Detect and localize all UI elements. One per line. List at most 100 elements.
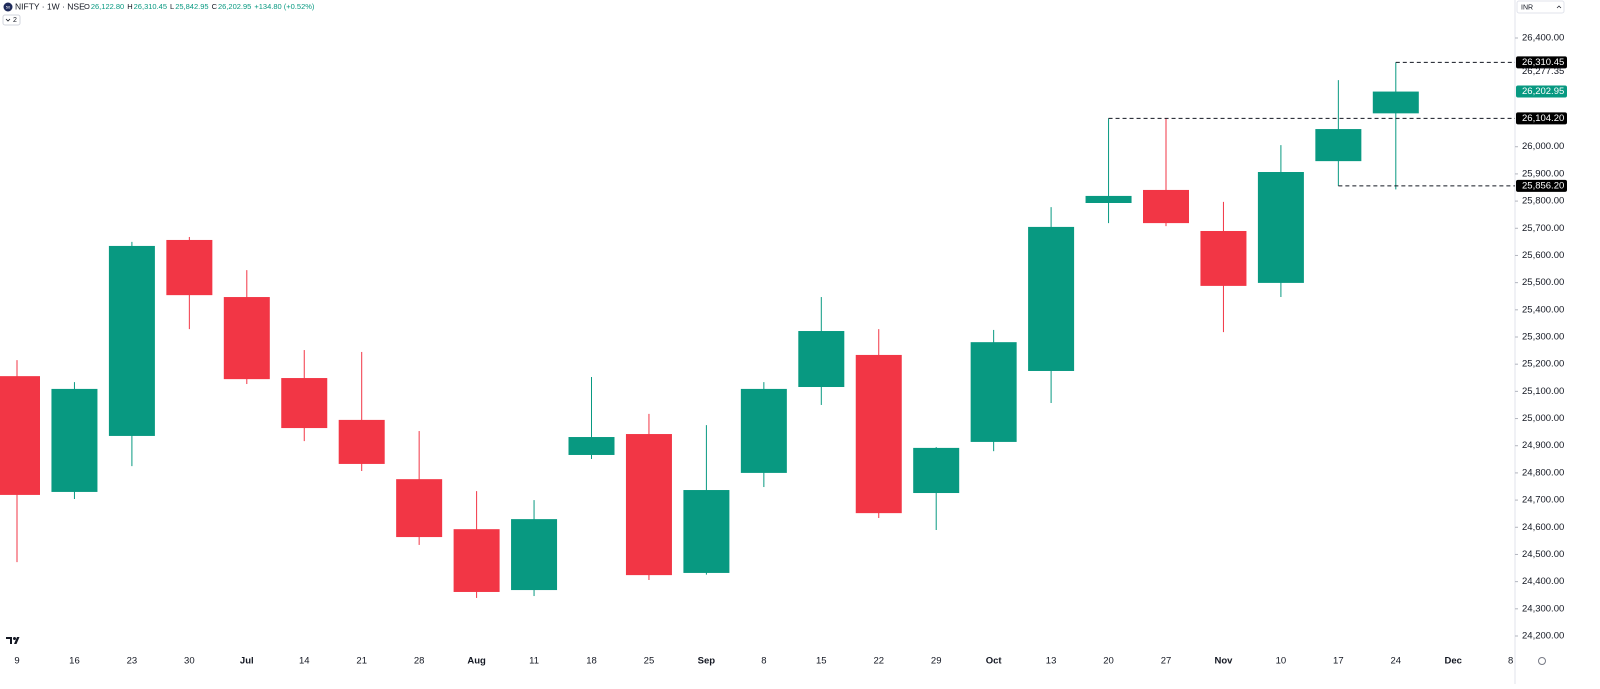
- x-tick-label: 8: [761, 656, 766, 667]
- candle-up: [108, 245, 155, 436]
- x-tick-label: 10: [1276, 656, 1287, 667]
- x-tick-label: 14: [299, 656, 310, 667]
- x-tick-label: 20: [1103, 656, 1114, 667]
- symbol[interactable]: NIFTY · 1W · NSE: [15, 1, 85, 11]
- candle-up: [511, 519, 558, 591]
- y-tick-label: 25,900.00: [1522, 168, 1564, 179]
- y-tick-label: 25,100.00: [1522, 386, 1564, 397]
- candle-up: [798, 331, 845, 388]
- x-tick-label: 8: [1508, 656, 1513, 667]
- candle-up: [913, 447, 960, 494]
- logo[interactable]: [6, 637, 20, 644]
- x-tick-label: 11: [529, 656, 539, 667]
- candle-up: [1085, 195, 1132, 203]
- price-label-bg: [1516, 56, 1567, 69]
- header: 50 NIFTY · 1W · NSE 2 INR: [2, 0, 1565, 26]
- candle-down: [396, 479, 443, 538]
- y-tick-label: 24,300.00: [1522, 603, 1564, 614]
- ohlc-key: O: [84, 2, 90, 11]
- candle-up: [1315, 129, 1362, 162]
- symbol-badge: 50: [6, 5, 11, 10]
- x-tick-label: 17: [1333, 656, 1344, 667]
- logo-dot: [13, 637, 16, 640]
- x-tick-label: 15: [816, 656, 827, 667]
- candle-up: [970, 342, 1017, 442]
- x-tick-label: 29: [931, 656, 942, 667]
- ohlc-value: 26,122.80: [91, 2, 124, 11]
- price-label-bg: [1516, 85, 1567, 98]
- x-tick-label: 27: [1161, 656, 1172, 667]
- x-tick-label: Oct: [986, 656, 1003, 667]
- y-tick-label: 25,800.00: [1522, 196, 1564, 207]
- symbol-icon: [3, 2, 13, 12]
- y-tick-label: 24,400.00: [1522, 576, 1564, 587]
- y-tick-label: 26,000.00: [1522, 141, 1564, 152]
- y-tick-label: 24,900.00: [1522, 440, 1564, 451]
- candle-down: [453, 529, 500, 592]
- chevron: [1556, 5, 1562, 9]
- currency-button[interactable]: [1516, 0, 1565, 14]
- candle-down: [1143, 189, 1189, 224]
- x-tick-label: Jul: [240, 656, 254, 667]
- x-tick-label: Nov: [1214, 656, 1233, 667]
- currency: INR: [1521, 4, 1533, 11]
- ohlc-value: 26,202.95: [218, 2, 251, 11]
- price-label: 26,277.35: [1522, 66, 1564, 77]
- candle-up: [568, 437, 615, 455]
- price-label-bg: [1516, 179, 1567, 192]
- ohlc-value: 25,842.95: [175, 2, 208, 11]
- tradingview-logo: [6, 637, 20, 644]
- x-tick-label: 24: [1391, 656, 1402, 667]
- y-tick-label: 25,000.00: [1522, 413, 1564, 424]
- y-tick-label: 25,600.00: [1522, 250, 1564, 261]
- x-tick-label: 9: [14, 656, 19, 667]
- candle-up: [683, 490, 730, 573]
- candle-up: [51, 388, 98, 492]
- indicator-toggle[interactable]: [2, 14, 21, 26]
- y-tick-label: 25,500.00: [1522, 277, 1564, 288]
- candle-up: [740, 388, 787, 473]
- x-tick-label: 16: [69, 656, 80, 667]
- candle-down: [625, 434, 672, 576]
- y-tick-label: 25,300.00: [1522, 332, 1564, 343]
- x-tick-label: 28: [414, 656, 425, 667]
- price-label: 26,202.95: [1522, 86, 1564, 97]
- x-tick-label: Aug: [467, 656, 486, 667]
- candle-down: [223, 297, 270, 380]
- y-tick-label: 25,400.00: [1522, 304, 1564, 315]
- candle-down: [338, 419, 385, 464]
- x-tick-label: 25: [644, 656, 655, 667]
- ohlc-key: C: [212, 2, 218, 11]
- candle-up: [1028, 226, 1075, 371]
- y-tick-label: 26,400.00: [1522, 33, 1564, 44]
- y-tick-label: 24,600.00: [1522, 522, 1564, 533]
- price-label-bg: [1516, 112, 1567, 125]
- gear[interactable]: [1538, 657, 1546, 665]
- candle-down: [281, 378, 328, 429]
- change: +134.80 (+0.52%): [254, 2, 315, 11]
- x-tick-label: 30: [184, 656, 195, 667]
- candle-up: [1257, 172, 1304, 283]
- x-tick-label: 21: [356, 656, 367, 667]
- candle-down: [1200, 230, 1247, 286]
- candle-down: [0, 376, 40, 495]
- price-label: 25,856.20: [1522, 180, 1564, 191]
- indicator-count: 2: [13, 17, 17, 24]
- x-tick-label: Sep: [698, 656, 716, 667]
- y-tick-label: 25,200.00: [1522, 359, 1564, 370]
- x-tick-label: 18: [586, 656, 597, 667]
- y-tick-label: 24,700.00: [1522, 495, 1564, 506]
- x-tick-label: 22: [873, 656, 884, 667]
- candle-up: [1372, 91, 1419, 114]
- price-label: 26,310.45: [1522, 57, 1564, 68]
- x-tick-label: 13: [1046, 656, 1057, 667]
- y-tick-label: 25,700.00: [1522, 223, 1564, 234]
- candle-down: [166, 239, 213, 296]
- ohlc-key: L: [170, 2, 174, 11]
- x-tick-label: Dec: [1445, 656, 1462, 667]
- y-tick-label: 24,500.00: [1522, 549, 1564, 560]
- settings-icon[interactable]: [1538, 657, 1546, 665]
- ohlc-value: 26,310.45: [134, 2, 167, 11]
